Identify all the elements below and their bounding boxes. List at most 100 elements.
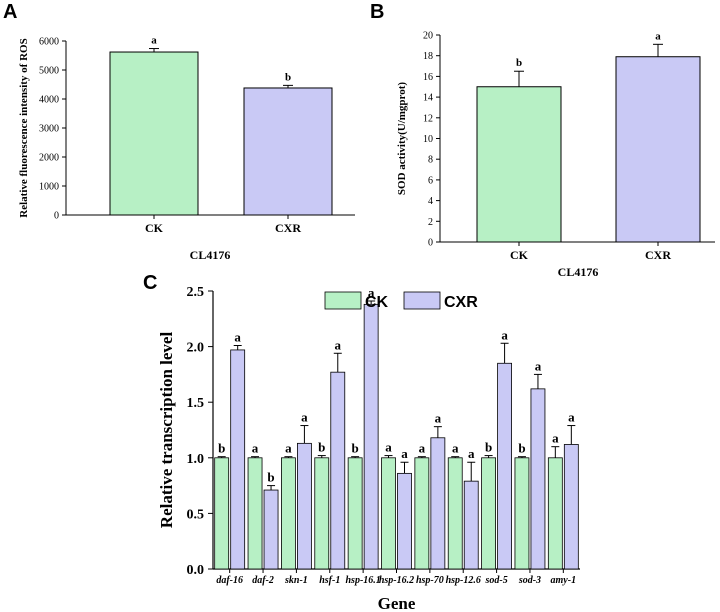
chart-c-bar-cxr <box>363 303 379 570</box>
chart-a-significance-label: b <box>285 71 291 83</box>
chart-c-bar-ck <box>514 457 530 570</box>
chart-b-y-tick-label: 8 <box>428 155 433 166</box>
chart-c-x-axis-title: Gene <box>378 594 416 612</box>
chart-c-bar-cxr <box>330 371 346 570</box>
chart-b-y-tick-label: 6 <box>428 175 433 186</box>
chart-c-category-label: daf-2 <box>252 575 274 586</box>
chart-c-bar-cxr <box>230 349 246 570</box>
chart-b-y-axis-title: SOD activity(U/mgprot) <box>396 82 408 195</box>
chart-c-bar-cxr <box>463 480 479 570</box>
chart-c-significance-label: a <box>552 431 559 446</box>
chart-b-y-tick-label: 12 <box>423 113 433 124</box>
chart-c-bar-cxr <box>430 437 446 570</box>
chart-b-y-tick-label: 20 <box>423 31 433 42</box>
chart-c-significance-label: b <box>218 441 225 456</box>
chart-c-bar-cxr <box>530 388 546 570</box>
chart-c-bar-ck <box>214 457 230 570</box>
chart-c-y-tick-label: 1.5 <box>187 396 205 411</box>
chart-c-significance-label: a <box>568 410 575 425</box>
chart-c-significance-label: b <box>485 440 492 455</box>
chart-c-y-tick-label: 0.0 <box>187 563 205 578</box>
chart-b-y-tick-label: 14 <box>423 93 433 104</box>
chart-c-category-label: sod-5 <box>484 575 507 586</box>
chart-c-y-axis-title: Relative transcription level <box>157 332 176 529</box>
chart-b-sod: 0 2 4 6 8 10 12 14 16 18 20 b CK a CXR CL4176 SOD activi… <box>396 30 715 279</box>
chart-c-significance-label: a <box>234 329 241 344</box>
chart-a-y-tick-label: 3000 <box>39 124 59 135</box>
chart-c-significance-label: a <box>285 441 292 456</box>
chart-c-legend-label-cxr: CXR <box>444 294 478 311</box>
chart-a-y-tick-label: 5000 <box>39 66 59 77</box>
chart-a-category-label: CXR <box>275 221 301 235</box>
chart-c-significance-label: b <box>267 470 274 485</box>
chart-c-significance-label: a <box>419 441 426 456</box>
chart-a-y-tick-label: 4000 <box>39 95 59 106</box>
chart-c-category-label: hsp-12.6 <box>446 575 481 586</box>
chart-b-y-tick-label: 10 <box>423 134 433 145</box>
chart-c-bar-cxr <box>297 442 312 570</box>
chart-c-bar-ck <box>447 457 463 570</box>
panel-label-b: B <box>370 1 384 23</box>
chart-c-legend-swatch-cxr <box>403 291 441 310</box>
chart-c-significance-label: a <box>401 446 408 461</box>
chart-c-significance-label: a <box>452 441 459 456</box>
chart-c-bar-ck <box>481 457 496 570</box>
chart-b-significance-label: a <box>655 30 661 42</box>
chart-c-significance-label: b <box>352 441 359 456</box>
chart-a-y-axis-title: Relative fluorescence intensity of ROS <box>18 38 30 217</box>
chart-b-bar-ck <box>476 86 562 243</box>
chart-c-bar-ck <box>347 457 363 570</box>
chart-c-bar-ck <box>247 457 263 570</box>
chart-b-y-tick-label: 4 <box>428 196 433 207</box>
chart-c-bar-cxr <box>563 444 579 570</box>
chart-c-significance-label: a <box>335 337 342 352</box>
chart-c-y-tick-label: 2.0 <box>187 341 205 356</box>
chart-c-bar-ck <box>314 457 330 570</box>
chart-c-category-label: hsp-16.1 <box>345 575 380 586</box>
chart-c-category-label: hsf-1 <box>319 575 340 586</box>
chart-a-y-tick-label: 1000 <box>39 182 59 193</box>
chart-c-legend-swatch-ck <box>324 291 362 310</box>
chart-b-bar-cxr <box>615 56 701 243</box>
chart-b-y-tick-label: 16 <box>423 72 433 83</box>
chart-b-y-tick-label: 2 <box>428 217 433 228</box>
panel-label-a: A <box>3 1 17 23</box>
chart-c-significance-label: a <box>501 327 508 342</box>
chart-c-significance-label: b <box>318 440 325 455</box>
chart-c-legend-label-ck: CK <box>365 294 389 311</box>
chart-c-significance-label: a <box>385 440 392 455</box>
chart-c-significance-label: a <box>301 410 308 425</box>
chart-c-transcription: 0.00.51.01.52.02.5daf-16badaf-2abskn-1aa… <box>157 285 580 612</box>
chart-a-x-axis-title: CL4176 <box>190 248 231 262</box>
chart-b-category-label: CXR <box>645 248 671 262</box>
chart-c-category-label: sod-3 <box>518 575 541 586</box>
chart-c-significance-label: a <box>252 441 259 456</box>
chart-a-y-tick-label: 6000 <box>39 37 59 48</box>
chart-a-bar-ck <box>109 51 199 216</box>
chart-a-category-label: CK <box>145 221 164 235</box>
chart-c-significance-label: a <box>435 411 442 426</box>
chart-c-bar-ck <box>547 457 563 570</box>
chart-a-ros: 0 1000 2000 3000 4000 5000 6000 a CK b CXR CL4176 Re… <box>18 35 355 262</box>
chart-c-significance-label: a <box>468 446 475 461</box>
chart-c-category-label: hsp-70 <box>416 575 444 586</box>
chart-c-y-tick-label: 1.0 <box>187 452 205 467</box>
chart-b-significance-label: b <box>516 57 522 69</box>
chart-b-category-label: CK <box>510 248 529 262</box>
chart-c-bar-ck <box>381 457 396 570</box>
chart-c-bar-cxr <box>497 362 512 570</box>
chart-c-bar-cxr <box>263 489 279 570</box>
chart-c-significance-label: b <box>518 441 525 456</box>
chart-a-significance-label: a <box>151 35 157 47</box>
chart-c-bar-ck <box>281 457 296 570</box>
panel-label-c: C <box>143 272 157 294</box>
chart-a-y-tick-label: 0 <box>54 211 59 222</box>
chart-c-significance-label: a <box>368 285 375 300</box>
chart-c-bar-cxr <box>397 472 412 570</box>
chart-c-bar-ck <box>414 457 430 570</box>
chart-c-category-label: daf-16 <box>216 575 243 586</box>
chart-b-y-tick-label: 0 <box>428 238 433 249</box>
chart-c-category-label: skn-1 <box>284 575 308 586</box>
chart-c-significance-label: a <box>535 358 542 373</box>
